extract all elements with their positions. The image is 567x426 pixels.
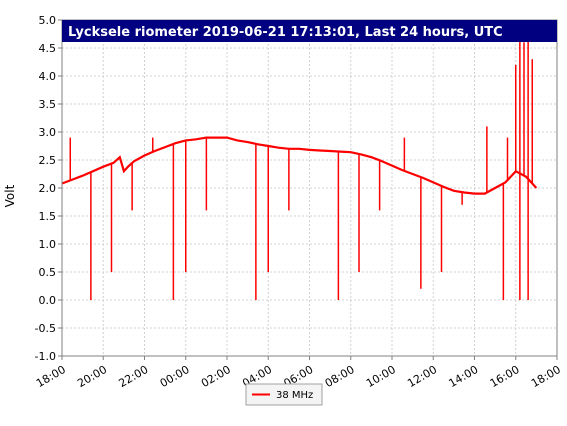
series-line-38mhz — [61, 136, 538, 195]
y-tick-label: 3.5 — [39, 98, 57, 111]
y-tick-label: 3.0 — [39, 126, 57, 139]
x-tick-label: 20:00 — [75, 363, 109, 390]
x-tick-label: 22:00 — [116, 363, 150, 390]
x-tick-label: 18:00 — [529, 363, 563, 390]
legend: 38 MHz — [245, 383, 323, 406]
x-tick-label: 12:00 — [405, 363, 439, 390]
y-tick-label: 2.0 — [39, 182, 57, 195]
y-tick-label: -1.0 — [35, 350, 56, 363]
y-tick-label: 1.0 — [39, 238, 57, 251]
y-axis-ticks: -1.0 -0.5 0.0 0.5 1.0 1.5 2.0 2.5 3.0 3.5 4.0 4.5 5.… — [35, 14, 62, 363]
y-tick-label: 1.5 — [39, 210, 57, 223]
chart-title: Lycksele riometer 2019-06-21 17:13:01, L… — [68, 25, 503, 40]
series-38mhz-group — [61, 20, 538, 300]
x-tick-label: 02:00 — [199, 363, 233, 390]
x-tick-label: 14:00 — [446, 363, 480, 390]
y-tick-label: 4.0 — [39, 70, 57, 83]
y-tick-label: 0.5 — [39, 266, 57, 279]
y-tick-label: 4.5 — [39, 42, 57, 55]
x-tick-label: 10:00 — [364, 363, 398, 390]
y-tick-label: 2.5 — [39, 154, 57, 167]
legend-entry-38mhz: 38 MHz — [276, 390, 313, 401]
y-tick-label: 0.0 — [39, 294, 57, 307]
y-tick-label: 5.0 — [39, 14, 57, 27]
legend-box — [245, 383, 323, 406]
title-bar — [62, 20, 557, 42]
x-tick-label: 16:00 — [488, 363, 522, 390]
x-tick-label: 00:00 — [158, 363, 192, 390]
grid — [62, 20, 557, 356]
x-tick-label: 08:00 — [323, 363, 357, 390]
y-axis-label: Volt — [3, 184, 17, 207]
x-tick-label: 18:00 — [34, 363, 68, 390]
y-tick-label: -0.5 — [35, 322, 56, 335]
